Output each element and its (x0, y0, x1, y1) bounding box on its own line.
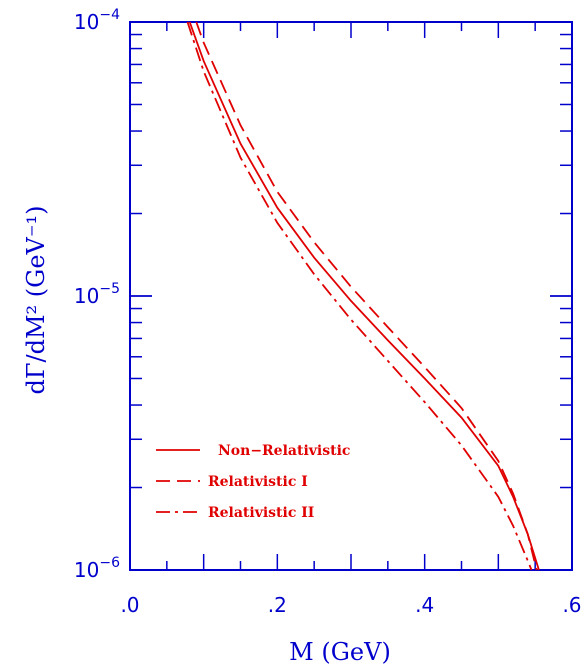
axis-labels: M (GeV) dΓ/dM² (GeV⁻¹) (22, 205, 391, 666)
x-axis-label: M (GeV) (289, 638, 391, 666)
legend-entry-3: Relativistic II (208, 505, 314, 521)
legend-entry-1: Non−Relativistic (218, 443, 350, 459)
y-tick-label: 10−4 (74, 7, 120, 34)
plot-border (129, 21, 573, 571)
legend-entry-2: Relativistic I (208, 474, 308, 490)
x-tick-label: .2 (268, 593, 287, 617)
x-tick-label: .0 (120, 593, 139, 617)
legend: Non−Relativistic Relativistic I Relativist… (156, 443, 350, 521)
y-tick-label: 10−6 (74, 555, 120, 582)
y-axis-label: dΓ/dM² (GeV⁻¹) (22, 205, 50, 394)
series-line-3 (186, 21, 533, 571)
plot-frame (129, 21, 573, 571)
series-lines (186, 21, 540, 571)
series-line-1 (188, 21, 540, 571)
axis-ticks: .0 .2 .4 .6 10−4 10−5 10−6 (74, 7, 581, 617)
y-tick-label: 10−5 (74, 281, 120, 308)
series-line-2 (195, 21, 538, 571)
x-tick-label: .6 (562, 593, 581, 617)
x-tick-label: .4 (415, 593, 434, 617)
